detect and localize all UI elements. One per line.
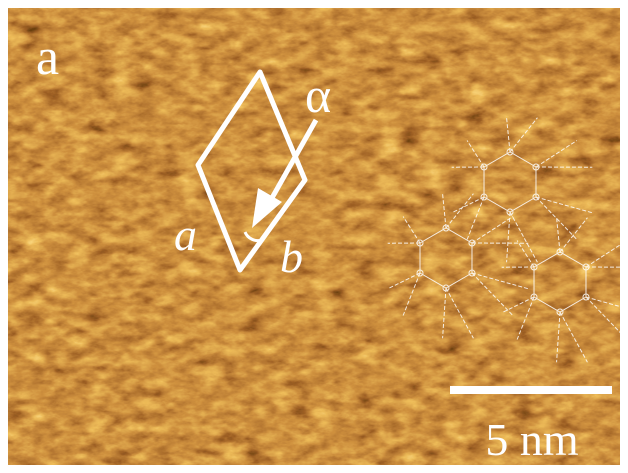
scale-bar bbox=[450, 386, 612, 394]
panel-label: a bbox=[36, 29, 59, 86]
stm-image-figure: a α a b 5 nm bbox=[0, 0, 628, 473]
lattice-label-b: b bbox=[280, 231, 303, 282]
lattice-label-a: a bbox=[174, 209, 197, 260]
scale-bar-label: 5 nm bbox=[485, 414, 579, 465]
angle-label: α bbox=[305, 67, 331, 123]
